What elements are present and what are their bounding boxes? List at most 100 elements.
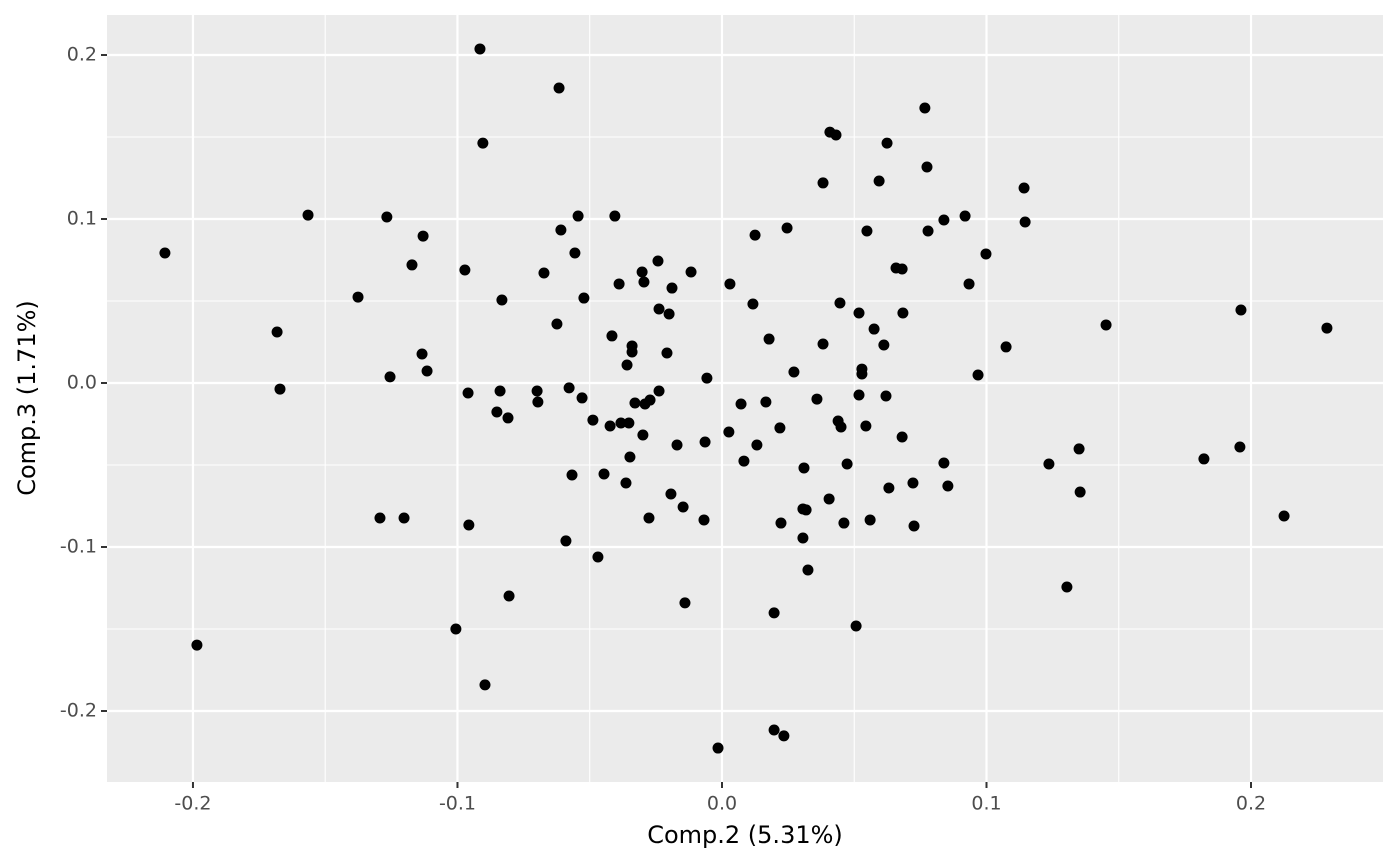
point (1235, 304, 1247, 316)
x-tick-label: -0.1 (439, 793, 476, 815)
y-tick-label: -0.2 (60, 699, 97, 721)
point (830, 129, 842, 141)
point (159, 247, 171, 259)
point (963, 278, 975, 290)
x-tick-label: 0.0 (707, 793, 737, 815)
point (919, 102, 931, 114)
point (477, 137, 489, 149)
point (921, 161, 933, 173)
point (538, 267, 550, 279)
point (450, 623, 462, 635)
point (781, 222, 793, 234)
point (1019, 216, 1031, 228)
point (553, 82, 565, 94)
point (768, 607, 780, 619)
y-axis-title: Comp.3 (1.71%) (13, 300, 41, 496)
point (942, 480, 954, 492)
point (798, 462, 810, 474)
point (636, 266, 648, 278)
point (661, 347, 673, 359)
point (861, 225, 873, 237)
point (606, 330, 618, 342)
point (723, 426, 735, 438)
point (922, 225, 934, 237)
point (598, 468, 610, 480)
point (624, 451, 636, 463)
point (853, 307, 865, 319)
point (274, 383, 286, 395)
point (576, 392, 588, 404)
point (685, 266, 697, 278)
point (474, 43, 486, 55)
panel (107, 15, 1383, 782)
point (907, 477, 919, 489)
point (873, 175, 885, 187)
point (566, 469, 578, 481)
point (421, 365, 433, 377)
point (823, 493, 835, 505)
y-tick-label: 0.1 (67, 208, 97, 230)
point (532, 396, 544, 408)
point (850, 620, 862, 632)
point (1073, 443, 1085, 455)
point (724, 278, 736, 290)
point (1074, 486, 1086, 498)
point (698, 514, 710, 526)
point (604, 420, 616, 432)
point (578, 292, 590, 304)
point (775, 517, 787, 529)
point (1321, 322, 1333, 334)
point (563, 382, 575, 394)
point (663, 308, 675, 320)
point (626, 346, 638, 358)
point (479, 679, 491, 691)
point (868, 323, 880, 335)
point (883, 482, 895, 494)
point (638, 276, 650, 288)
point (938, 214, 950, 226)
point (838, 517, 850, 529)
point (1234, 441, 1246, 453)
point (398, 512, 410, 524)
point (406, 259, 418, 271)
point (629, 397, 641, 409)
point (735, 398, 747, 410)
point (972, 369, 984, 381)
point (699, 436, 711, 448)
point (621, 359, 633, 371)
point (738, 455, 750, 467)
point (797, 532, 809, 544)
point (835, 421, 847, 433)
point (502, 412, 514, 424)
point (878, 339, 890, 351)
x-tick-label: -0.2 (174, 793, 211, 815)
point (841, 458, 853, 470)
point (853, 389, 865, 401)
point (1043, 458, 1055, 470)
point (623, 417, 635, 429)
y-tick-label: -0.1 (60, 535, 97, 557)
point (551, 318, 563, 330)
point (531, 385, 543, 397)
point (896, 263, 908, 275)
y-tick-label: 0.0 (67, 372, 97, 394)
point (463, 519, 475, 531)
y-tick-label: 0.2 (67, 44, 97, 66)
point (609, 210, 621, 222)
point (652, 255, 664, 267)
point (555, 224, 567, 236)
point (1000, 341, 1012, 353)
point (802, 564, 814, 576)
point (587, 414, 599, 426)
point (569, 247, 581, 259)
point (880, 390, 892, 402)
point (763, 333, 775, 345)
point (860, 420, 872, 432)
point (653, 303, 665, 315)
point (671, 439, 683, 451)
point (613, 278, 625, 290)
point (462, 387, 474, 399)
point (800, 504, 812, 516)
x-tick-label: 0.2 (1236, 793, 1266, 815)
point (592, 551, 604, 563)
